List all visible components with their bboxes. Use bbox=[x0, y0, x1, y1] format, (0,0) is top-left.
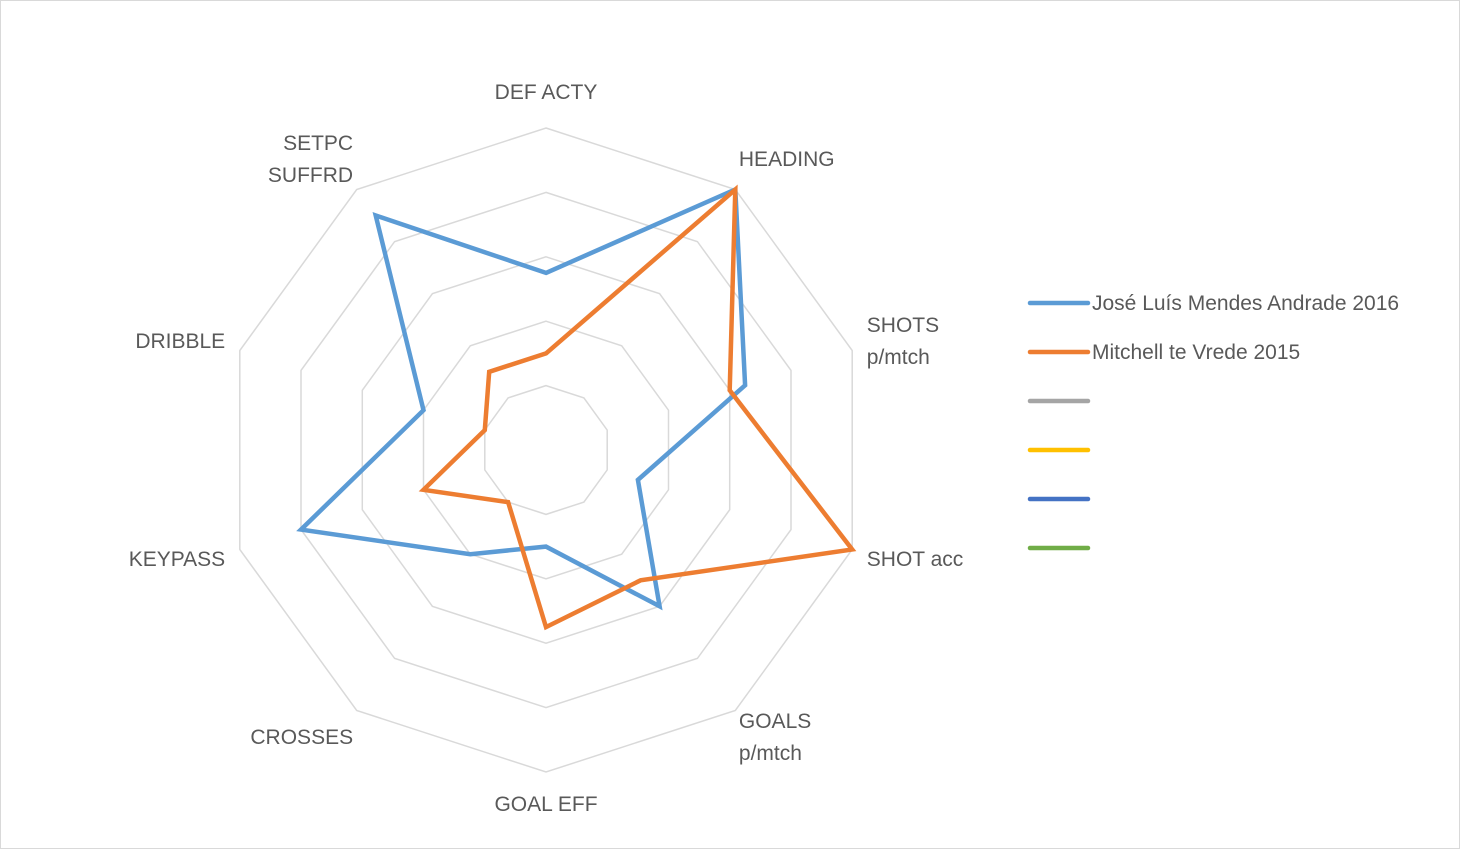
radar-series bbox=[296, 184, 857, 631]
axis-label-3-line-2: p/mtch bbox=[867, 346, 930, 369]
axis-label-2: HEADING bbox=[739, 148, 835, 171]
axis-label-3-line-1: SHOTS bbox=[867, 314, 939, 337]
grid-ring-3 bbox=[361, 256, 731, 644]
legend-label-1[interactable]: José Luís Mendes Andrade 2016 bbox=[1092, 292, 1399, 315]
axis-label-5-line-1: GOALS bbox=[739, 710, 811, 733]
legend-label-2[interactable]: Mitchell te Vrede 2015 bbox=[1092, 341, 1300, 364]
axis-label-4: SHOT acc bbox=[867, 548, 963, 571]
axis-label-10-line-2: SUFFRD bbox=[268, 164, 353, 187]
axis-label-6: GOAL EFF bbox=[494, 793, 597, 816]
radar-grid bbox=[239, 127, 853, 773]
grid-ring-1 bbox=[484, 384, 608, 516]
series-line-1 bbox=[296, 186, 748, 611]
axis-label-5-line-2: p/mtch bbox=[739, 742, 802, 765]
axis-labels: DEF ACTY HEADING SHOTS p/mtch SHOT acc GOALS p… bbox=[129, 81, 964, 816]
grid-ring-2 bbox=[422, 320, 670, 580]
axis-label-1: DEF ACTY bbox=[495, 81, 598, 104]
legend[interactable]: José Luís Mendes Andrade 2016 Mitchell te… bbox=[1027, 292, 1399, 551]
series-line-2 bbox=[418, 184, 857, 631]
grid-ring-4 bbox=[300, 191, 792, 709]
grid-ring-5 bbox=[239, 127, 853, 773]
axis-label-7: CROSSES bbox=[250, 726, 353, 749]
axis-label-9: DRIBBLE bbox=[135, 330, 225, 353]
axis-label-8: KEYPASS bbox=[129, 548, 226, 571]
axis-label-10-line-1: SETPC bbox=[283, 132, 353, 155]
